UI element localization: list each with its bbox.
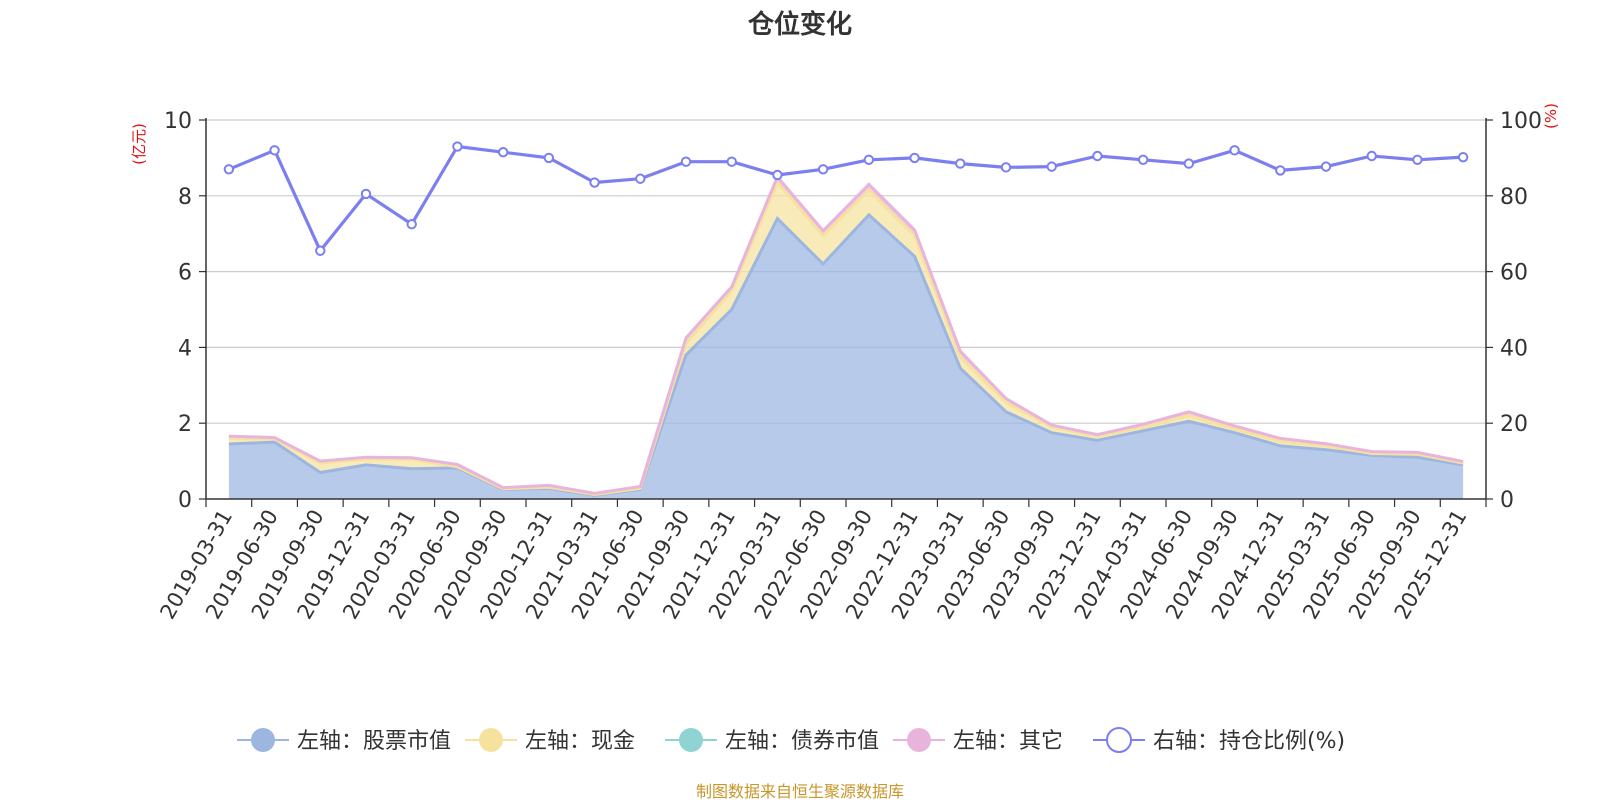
line-point [817, 164, 829, 175]
line-point [1000, 162, 1012, 173]
line-point [1366, 150, 1377, 162]
left-axis-tick-label: 0 [178, 488, 192, 513]
line-point [909, 152, 920, 164]
legend-label: 左轴：债券市值 [725, 729, 879, 754]
left-axis-unit: (亿元) [130, 123, 148, 165]
line-point [315, 245, 326, 256]
line-point [452, 141, 463, 152]
legend-marker [1106, 727, 1132, 753]
line-point [269, 145, 280, 156]
line-point [955, 158, 966, 169]
line-point [635, 173, 646, 184]
right-axis-tick-label: 0 [1500, 488, 1514, 513]
line-point [863, 154, 875, 165]
line-point [223, 164, 235, 175]
legend-label: 左轴：现金 [525, 729, 635, 754]
area-edge-左轴：现金 [228, 179, 1464, 497]
line-point [1229, 145, 1240, 156]
legend-marker [479, 728, 503, 752]
source-note: 制图数据来自恒生聚源数据库 [695, 782, 904, 801]
line-point [1412, 154, 1423, 165]
line-point [406, 219, 417, 230]
line-point [680, 156, 692, 167]
legend-marker [907, 728, 931, 752]
line-point [1092, 150, 1103, 162]
line-point [497, 147, 509, 158]
left-axis-tick-label: 8 [178, 185, 192, 210]
chart-title: 仓位变化 [747, 10, 852, 40]
left-axis-tick-label: 4 [178, 336, 192, 361]
right-axis-tick-label: 100 [1500, 109, 1542, 134]
left-axis-tick-label: 10 [164, 109, 192, 134]
legend-label: 左轴：其它 [953, 729, 1063, 754]
line-右轴：持仓比例(%) [228, 144, 1464, 253]
line-point [589, 177, 600, 188]
line-point [1046, 161, 1057, 172]
right-axis-unit: (%) [1542, 103, 1560, 129]
area-左轴：现金 [228, 182, 1464, 496]
left-axis-tick-label: 6 [178, 261, 192, 286]
right-axis-tick-label: 60 [1500, 261, 1528, 286]
left-axis-tick-label: 2 [178, 412, 192, 437]
legend-label: 左轴：股票市值 [297, 729, 451, 754]
line-point [1320, 161, 1332, 172]
area-左轴：股票市值 [228, 214, 1464, 500]
line-point [772, 169, 783, 181]
line-point [726, 156, 737, 167]
line-point [1137, 154, 1149, 165]
right-axis-tick-label: 20 [1500, 412, 1528, 437]
right-axis-tick-label: 40 [1500, 336, 1528, 361]
line-point [543, 152, 555, 164]
right-axis-tick-label: 80 [1500, 185, 1528, 210]
legend-label: 右轴：持仓比例(%) [1153, 729, 1345, 754]
line-point [1457, 151, 1469, 163]
line-point [1183, 158, 1195, 169]
legend-marker [251, 728, 275, 752]
legend-marker [679, 728, 703, 752]
line-point [360, 188, 372, 200]
area-edge-左轴：股票市值 [228, 212, 1464, 497]
line-point [1275, 165, 1286, 176]
area-edge-左轴：其它 [228, 174, 1464, 495]
